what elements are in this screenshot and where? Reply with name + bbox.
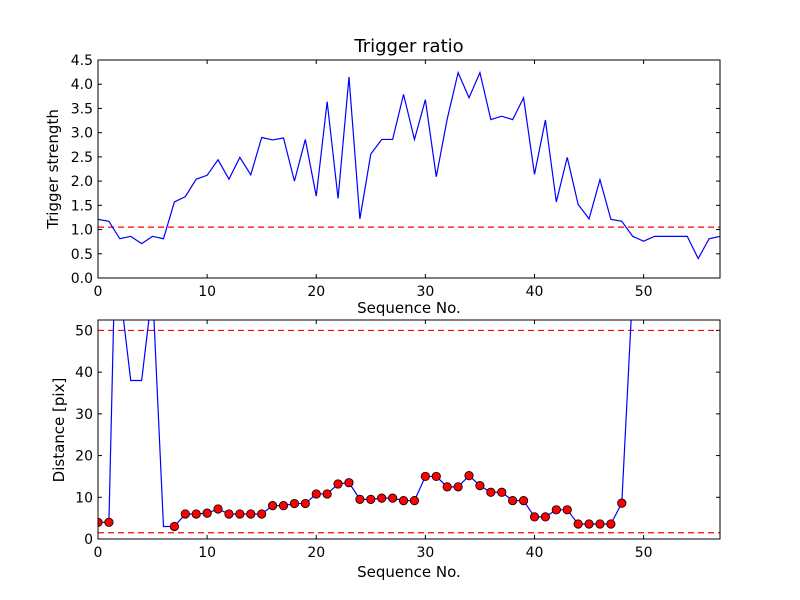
top-y-tick-label: 1.5 <box>71 198 93 214</box>
bottom-y-tick-label: 20 <box>75 449 93 465</box>
top-y-tick-label: 0.0 <box>71 271 93 287</box>
bottom-data-point <box>573 519 583 529</box>
bottom-data-point <box>267 501 278 511</box>
bottom-x-tick-label: 10 <box>198 545 216 561</box>
bottom-data-point <box>486 487 496 497</box>
bottom-x-tick-label: 50 <box>635 545 653 561</box>
bottom-data-point <box>562 505 572 515</box>
bottom-data-point <box>344 478 354 488</box>
plot-frame-bottom <box>97 319 721 540</box>
chart-trigger-ratio: Trigger ratio 0 10 20 30 40 50 0.0 0.5 1.0 1.5 2.0… <box>44 36 721 317</box>
bottom-y-tick-label: 10 <box>75 490 93 506</box>
chart-title: Trigger ratio <box>353 36 463 57</box>
bottom-data-point <box>311 489 321 499</box>
bottom-data-point <box>475 481 485 491</box>
top-series <box>98 70 720 260</box>
bottom-y-tick-label: 30 <box>75 407 93 423</box>
bottom-x-tick-label: 30 <box>416 545 434 561</box>
bottom-data-point <box>606 519 616 529</box>
bottom-data-point <box>540 512 551 522</box>
bottom-data-point <box>431 471 441 482</box>
top-x-tick-label: 0 <box>94 284 103 300</box>
bottom-y-tick-label: 0 <box>84 532 93 548</box>
bottom-data-point <box>551 505 561 515</box>
bottom-data-point <box>104 517 114 527</box>
bottom-axis-ticks: 0 10 20 30 40 50 0 10 20 30 40 50 <box>75 320 720 561</box>
top-x-tick-label: 50 <box>635 284 653 300</box>
bottom-data-point <box>595 519 605 529</box>
plot-area-bottom <box>98 320 720 539</box>
top-series-line <box>98 70 720 260</box>
bottom-data-point <box>278 501 289 511</box>
bottom-data-point <box>497 487 507 497</box>
bottom-data-point <box>333 479 343 489</box>
bottom-x-axis-label: Sequence No. <box>357 563 461 581</box>
top-y-tick-label: 3.0 <box>71 126 93 142</box>
bottom-x-tick-label: 20 <box>307 545 325 561</box>
bottom-data-point <box>322 489 332 499</box>
top-y-tick-label: 0.5 <box>71 247 93 263</box>
bottom-data-point <box>366 494 376 504</box>
top-y-tick-label: 4.5 <box>71 53 93 69</box>
bottom-data-point <box>257 509 267 519</box>
top-y-axis-label: Trigger strength <box>44 109 62 230</box>
bottom-data-point <box>584 519 594 529</box>
chart-distance: 0 10 20 30 40 50 0 10 20 30 40 50 Sequence No. Dist… <box>50 319 721 581</box>
bottom-data-point <box>508 496 518 506</box>
bottom-data-point <box>202 508 212 518</box>
bottom-data-point <box>289 498 300 509</box>
bottom-data-point <box>191 509 201 519</box>
bottom-x-tick-label: 40 <box>526 545 544 561</box>
top-x-tick-label: 10 <box>198 284 216 300</box>
top-x-tick-label: 30 <box>416 284 434 300</box>
top-y-tick-label: 4.0 <box>71 77 93 93</box>
bottom-y-tick-label: 50 <box>75 323 93 339</box>
bottom-y-tick-label: 40 <box>75 365 93 381</box>
top-axis-ticks: 0 10 20 30 40 50 0.0 0.5 1.0 1.5 2.0 2.5 3.0 3.5 4.0 4.… <box>71 53 720 300</box>
bottom-data-point <box>377 493 387 503</box>
top-y-tick-label: 1.0 <box>71 223 93 239</box>
bottom-data-point <box>300 498 310 509</box>
bottom-data-point <box>420 471 430 482</box>
plot-area-top <box>98 60 720 278</box>
bottom-data-point <box>464 470 474 481</box>
bottom-data-point <box>529 512 540 522</box>
bottom-data-point <box>518 496 529 506</box>
bottom-data-point <box>246 509 256 519</box>
top-x-axis-label: Sequence No. <box>357 299 461 317</box>
bottom-data-point <box>409 496 420 506</box>
top-y-tick-label: 3.5 <box>71 101 93 117</box>
top-x-tick-label: 20 <box>307 284 325 300</box>
bottom-data-point <box>388 493 398 503</box>
plot-frame-top <box>97 59 721 279</box>
top-y-tick-label: 2.0 <box>71 174 93 190</box>
bottom-x-tick-label: 0 <box>94 545 103 561</box>
bottom-data-point <box>180 509 190 519</box>
top-y-tick-label: 2.5 <box>71 150 93 166</box>
bottom-data-point <box>442 482 452 492</box>
top-x-tick-label: 40 <box>526 284 544 300</box>
bottom-data-point <box>355 494 365 504</box>
bottom-threshold-lines <box>98 329 720 534</box>
bottom-data-point <box>213 504 223 514</box>
bottom-data-point <box>453 482 463 492</box>
bottom-series <box>98 320 632 532</box>
bottom-data-point <box>169 521 179 532</box>
bottom-data-point <box>235 509 245 519</box>
bottom-y-axis-label: Distance [pix] <box>50 378 68 483</box>
bottom-data-point <box>224 509 234 519</box>
bottom-data-point <box>398 496 409 506</box>
bottom-data-point <box>617 498 627 508</box>
